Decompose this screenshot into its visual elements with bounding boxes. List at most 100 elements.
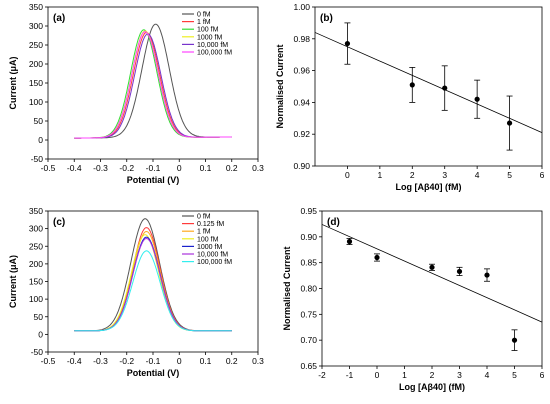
y-tick-label: 200 (29, 59, 43, 69)
y-tick-label: 200 (29, 259, 43, 269)
data-point (456, 268, 463, 275)
y-tick-label: 0.90 (300, 232, 317, 242)
legend-entry: 100 fM (197, 27, 219, 34)
chart-panel-a: -0.5 -0.4 -0.3 -0.2 -0.1 0 0.1 0.2 0.3 -50 0 50 100 1… (8, 2, 264, 185)
x-tick-label: -0.2 (119, 163, 134, 173)
y-tick-label: 300 (29, 21, 43, 31)
legend-entry: 100,000 fM (197, 50, 232, 57)
y-tick-label: 0.70 (300, 335, 317, 345)
y-tick-label: 300 (29, 224, 43, 234)
legend-entry: 10,000 fM (197, 252, 228, 259)
x-tick-label: 6 (540, 170, 545, 180)
data-point (511, 337, 518, 343)
y-axis-label: Normalised Current (275, 44, 285, 128)
x-tick-label: -0.3 (93, 356, 108, 366)
x-tick-label: 2 (410, 170, 415, 180)
legend-entry: 1 fM (197, 19, 211, 26)
y-tick-label: 0.96 (293, 66, 310, 76)
data-point (346, 238, 353, 245)
y-tick-label: 100 (29, 97, 43, 107)
x-axis-label: Potential (V) (127, 368, 180, 378)
y-tick-label: 350 (29, 2, 43, 12)
y-tick-label: 350 (29, 206, 43, 216)
trendline (314, 32, 543, 133)
x-tick-label: -2 (318, 370, 326, 380)
x-tick-label: 6 (540, 370, 545, 380)
y-tick-label: 0.80 (300, 284, 317, 294)
y-tick-label: 0.90 (293, 161, 310, 171)
legend-entry: 1000 fM (197, 244, 222, 251)
panel-label: (b) (320, 13, 333, 24)
plot-frame (314, 6, 543, 167)
x-tick-label: -0.5 (41, 163, 56, 173)
chart-panel-c: -0.5 -0.4 -0.3 -0.2 -0.1 0 0.1 0.2 0.3 -50 0 50 100 1… (8, 206, 264, 378)
x-axis-label: Log [Aβ40] (fM) (399, 382, 465, 392)
y-tick-label: 1.00 (293, 2, 310, 12)
y-tick-label: 0.75 (300, 309, 317, 319)
trendline (321, 224, 543, 323)
x-tick-label: 4 (475, 170, 480, 180)
y-tick-label: 150 (29, 277, 43, 287)
y-axis-label: Current (μA) (8, 56, 18, 109)
x-tick-label: 3 (457, 370, 462, 380)
y-tick-label: 150 (29, 78, 43, 88)
x-tick-label: 1 (377, 170, 382, 180)
x-tick-label: 0 (345, 170, 350, 180)
x-tick-label: -0.4 (67, 356, 82, 366)
x-tick-label: 4 (485, 370, 490, 380)
y-tick-label: 250 (29, 40, 43, 50)
series-line (74, 250, 232, 332)
x-tick-label: 3 (442, 170, 447, 180)
legend-entry: 10,000 fM (197, 42, 228, 49)
y-tick-label: 0.95 (300, 206, 317, 216)
chart-panel-d: -2 -1 0 1 2 3 4 5 6 0.65 0.70 0.75 0.80 0.85 0.90 0.95 L… (282, 206, 545, 392)
legend-entry: 0.125 fM (197, 221, 224, 228)
y-tick-label: 50 (34, 116, 44, 126)
data-point (442, 85, 448, 91)
y-tick-label: 0.65 (300, 361, 317, 371)
x-tick-label: 5 (512, 370, 517, 380)
x-tick-label: 0.3 (252, 356, 264, 366)
plot-frame (321, 210, 543, 367)
x-tick-label: 0 (177, 356, 182, 366)
legend-entry: 100,000 fM (197, 259, 232, 266)
x-tick-label: 0.2 (226, 356, 238, 366)
x-tick-label: 0 (177, 163, 182, 173)
y-tick-label: -50 (31, 347, 44, 357)
legend-entry: 1 fM (197, 229, 211, 236)
plot-frame (47, 6, 259, 160)
y-tick-label: 0.94 (293, 97, 310, 107)
data-point (409, 82, 415, 88)
x-tick-label: 5 (507, 170, 512, 180)
x-tick-label: 1 (402, 370, 407, 380)
legend-entry: 0 fM (197, 12, 211, 19)
data-point (429, 264, 435, 270)
data-point (344, 40, 351, 47)
data-point (474, 96, 480, 102)
legend-entry: 0 fM (197, 214, 211, 221)
x-tick-label: -0.2 (119, 356, 134, 366)
panel-label: (c) (53, 217, 65, 228)
y-tick-label: 0 (38, 135, 43, 145)
y-axis-label: Normalised Current (282, 246, 292, 330)
x-axis-label: Potential (V) (127, 175, 180, 185)
y-axis-label: Current (μA) (8, 255, 18, 308)
x-tick-label: 0.2 (226, 163, 238, 173)
legend-entry: 100 fM (197, 236, 219, 243)
data-point (484, 272, 490, 278)
data-point (506, 120, 513, 126)
legend-entry: 1000 fM (197, 34, 222, 41)
panel-label: (d) (327, 217, 340, 228)
x-tick-label: -0.5 (41, 356, 56, 366)
data-point (374, 254, 380, 261)
y-tick-label: 0.98 (293, 34, 310, 44)
x-tick-label: 0.1 (200, 356, 212, 366)
y-tick-label: 100 (29, 294, 43, 304)
y-tick-label: -50 (31, 154, 44, 164)
x-tick-label: 0.1 (200, 163, 212, 173)
x-tick-label: -0.1 (146, 356, 161, 366)
x-tick-label: -1 (346, 370, 354, 380)
x-tick-label: -0.1 (146, 163, 161, 173)
y-tick-label: 250 (29, 241, 43, 251)
